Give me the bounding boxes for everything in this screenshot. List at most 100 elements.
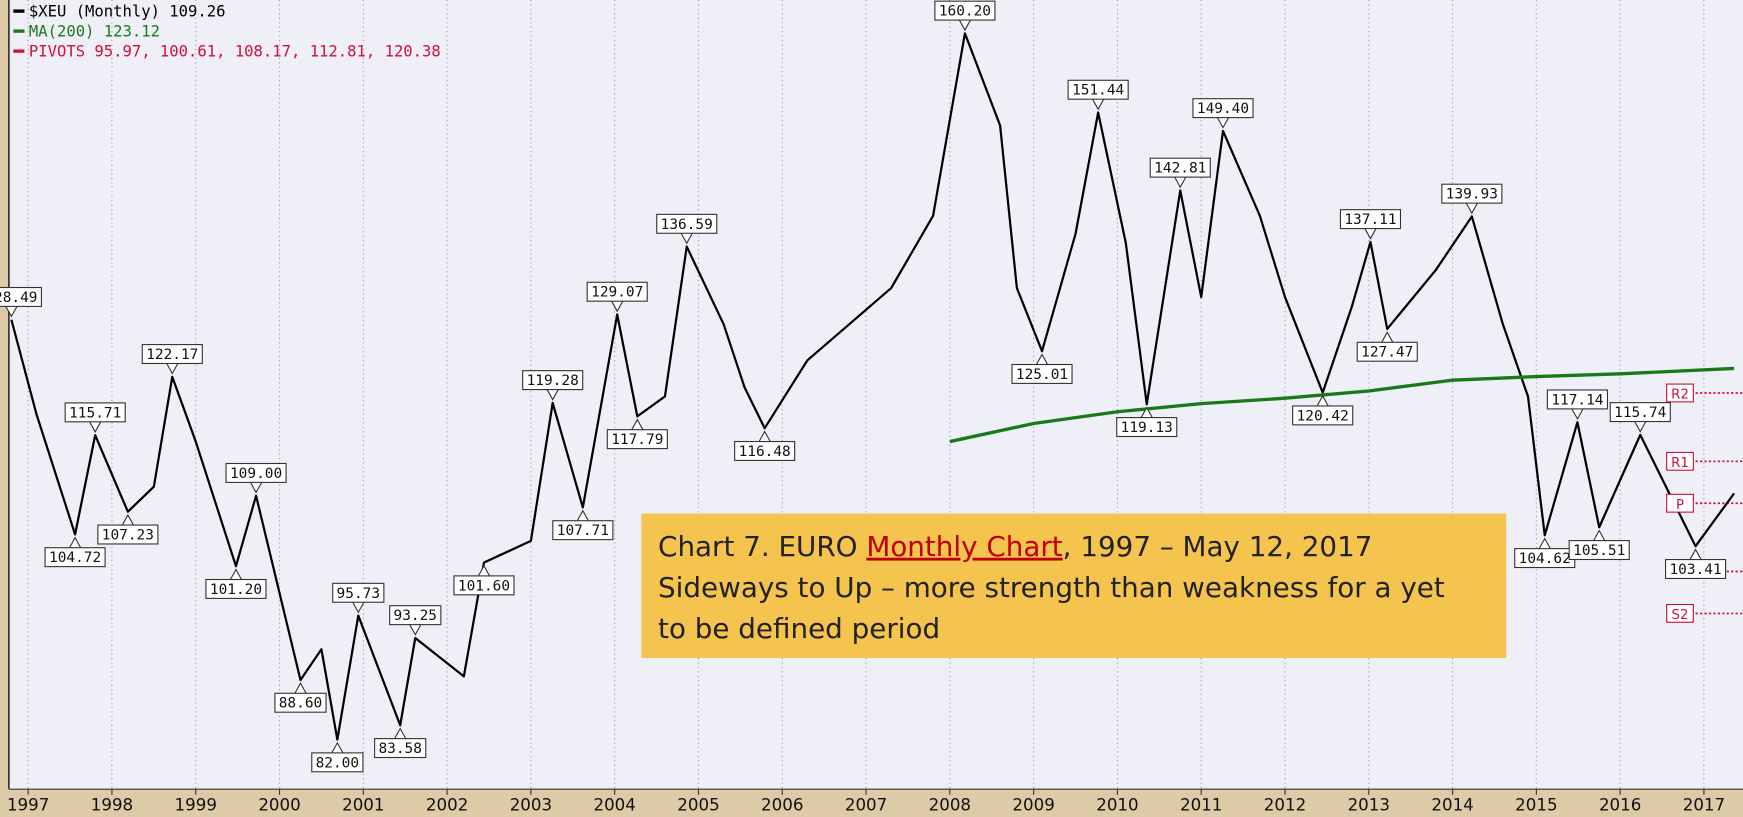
label-pointer	[1689, 548, 1702, 560]
label-pointer	[576, 509, 589, 521]
label-box	[1116, 417, 1178, 438]
label-box	[374, 738, 427, 759]
label-pointer	[631, 418, 644, 430]
label-box	[1568, 540, 1630, 561]
value-label: 103.41	[1669, 562, 1721, 578]
label-pointer	[958, 19, 971, 32]
x-tick-label: 2010	[1096, 795, 1138, 814]
label-pointer	[250, 482, 263, 494]
value-label: 137.11	[1344, 212, 1396, 228]
value-label: 125.01	[1016, 367, 1068, 383]
value-label: 139.93	[1446, 187, 1498, 203]
value-label: 107.71	[557, 523, 609, 539]
label-box	[274, 692, 327, 713]
x-tick-label: 2002	[426, 795, 468, 814]
value-label: 117.14	[1551, 392, 1603, 408]
value-label: 95.73	[337, 586, 380, 602]
annotation-bg	[641, 513, 1507, 659]
value-label: 136.59	[661, 217, 713, 233]
label-pointer	[1364, 228, 1377, 240]
value-label: 149.40	[1197, 101, 1249, 117]
x-tick-label: 2016	[1599, 795, 1641, 814]
value-label: 115.74	[1614, 405, 1666, 421]
value-label: 129.07	[591, 285, 643, 301]
annotation-link[interactable]: Monthly Chart	[866, 530, 1062, 563]
x-tick-label: 1999	[175, 795, 217, 814]
x-tick-label: 2017	[1683, 795, 1725, 814]
annotation-box: Chart 7. EURO Monthly Chart, 1997 – May …	[641, 513, 1507, 659]
pivot-label-box	[1666, 451, 1694, 471]
x-tick-label: 2007	[845, 795, 887, 814]
value-label: 82.00	[316, 755, 359, 771]
value-label: 88.60	[279, 696, 322, 712]
label-pointer	[1140, 406, 1153, 418]
value-label: 160.20	[939, 4, 991, 20]
pivot-label-box	[1666, 493, 1694, 513]
value-label: 115.71	[69, 405, 121, 421]
label-box	[606, 429, 668, 450]
label-pointer	[89, 421, 102, 433]
x-tick-label: 2015	[1515, 795, 1557, 814]
label-box	[225, 462, 287, 483]
label-box	[1149, 157, 1211, 178]
label-box	[311, 752, 364, 773]
label-pointer	[1634, 421, 1647, 433]
label-pointer	[1035, 353, 1049, 365]
value-label: 93.25	[394, 608, 437, 624]
label-box	[453, 575, 515, 596]
value-label: 83.58	[378, 741, 421, 757]
legend-text: MA(200) 123.12	[29, 23, 160, 41]
x-tick-label: 2013	[1348, 795, 1390, 814]
x-tick-label: 2001	[342, 795, 384, 814]
x-tick-label: 2000	[258, 795, 300, 814]
label-pointer	[680, 232, 693, 245]
value-label: 104.62	[1519, 551, 1571, 567]
label-box	[1609, 402, 1671, 423]
label-box	[1356, 341, 1418, 362]
label-pointer	[1538, 537, 1551, 549]
label-box	[1011, 363, 1073, 384]
value-label: 119.13	[1121, 420, 1173, 436]
ma-line	[949, 366, 1735, 444]
labels: S2 P R1 R2 128.49 104.72 115.71 107.23 122.17 101…	[0, 0, 1727, 773]
label-pointer	[1174, 176, 1187, 189]
plot-area	[8, 0, 1743, 790]
value-label: 101.60	[458, 578, 510, 594]
label-pointer	[294, 682, 307, 694]
x-tick-label: 2004	[593, 795, 635, 814]
annotation-text: , 1997 – May 12, 2017	[1063, 530, 1373, 563]
label-box	[97, 524, 159, 545]
x-tick-label: 2012	[1264, 795, 1306, 814]
label-pointer	[1092, 98, 1105, 111]
label-pointer	[121, 513, 134, 526]
annotation-text: Chart 7. EURO	[658, 530, 866, 563]
label-box	[656, 213, 718, 234]
label-pointer	[5, 306, 18, 318]
label-pointer	[1571, 408, 1584, 421]
label-box	[1546, 389, 1608, 410]
value-label: 120.42	[1297, 408, 1349, 424]
label-pointer	[1316, 394, 1329, 407]
label-pointer	[611, 300, 624, 313]
label-box	[0, 286, 42, 307]
label-box	[141, 344, 203, 365]
price-line	[10, 32, 1736, 741]
x-tick-label: 1997	[7, 795, 49, 814]
value-label: 107.23	[102, 528, 154, 544]
value-label: 119.28	[527, 373, 579, 389]
annotation-line: to be defined period	[658, 612, 940, 645]
x-tick-label: 2006	[761, 795, 803, 814]
pivot-label: P	[1676, 498, 1684, 513]
label-pointer	[1593, 529, 1606, 541]
x-tick-label: 2014	[1431, 795, 1473, 814]
label-box	[522, 370, 584, 391]
label-box	[1339, 209, 1402, 230]
annotation-line: Chart 7. EURO Monthly Chart, 1997 – May …	[658, 530, 1372, 563]
label-pointer	[1381, 331, 1394, 343]
label-box	[1441, 183, 1503, 204]
value-label: 151.44	[1072, 83, 1124, 99]
label-pointer	[477, 564, 491, 577]
pivot-label: S2	[1672, 608, 1689, 623]
label-box	[1292, 405, 1354, 426]
pivot-label-box	[1666, 383, 1694, 403]
